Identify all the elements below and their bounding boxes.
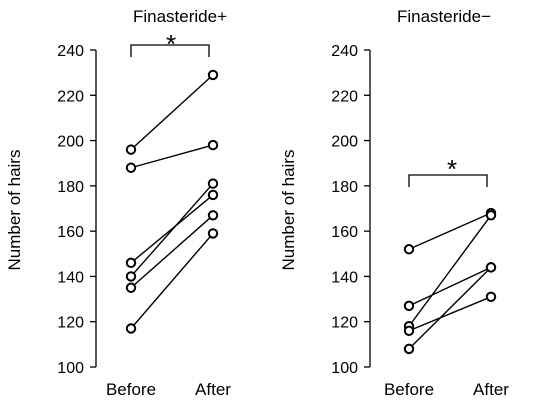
data-point-before <box>125 271 137 282</box>
y-tick-label: 180 <box>57 179 84 196</box>
paired-line <box>408 296 492 332</box>
data-point-before <box>125 257 137 269</box>
data-point-after <box>207 139 219 151</box>
significance-star: * <box>166 29 176 59</box>
paired-line <box>408 266 492 350</box>
paired-line <box>130 194 214 264</box>
y-tick-label: 200 <box>57 134 84 151</box>
y-tick-label: 240 <box>57 43 84 60</box>
data-point-before <box>125 323 137 334</box>
paired-line <box>130 144 214 169</box>
data-point-before <box>403 325 415 336</box>
data-point-after <box>207 178 219 189</box>
paired-line <box>408 212 492 250</box>
significance-bracket <box>130 44 210 57</box>
y-tick-label: 140 <box>57 269 84 286</box>
chart-panel-finasteride-minus: Finasteride− Number of hairs Before Afte… <box>279 7 509 399</box>
y-tick-label: 180 <box>331 179 358 196</box>
data-point-before <box>403 300 415 312</box>
y-axis-label: Number of hairs <box>5 150 24 271</box>
data-point-after <box>485 262 497 273</box>
data-point-after <box>207 210 219 221</box>
y-tick-label: 100 <box>331 360 358 377</box>
chart-title: Finasteride− <box>397 7 491 26</box>
data-point-after <box>207 69 219 81</box>
chart-title: Finasteride+ <box>133 7 227 26</box>
paired-line <box>408 214 492 327</box>
x-tick-label-after: After <box>195 380 231 399</box>
data-point-before <box>125 282 137 293</box>
y-tick-label: 220 <box>331 88 358 105</box>
y-tick-label: 220 <box>57 88 84 105</box>
y-tick-label: 160 <box>57 224 84 241</box>
data-point-after <box>485 291 497 303</box>
chart-panel-finasteride-plus: Finasteride+ Number of hairs Before Afte… <box>5 7 231 399</box>
data-point-before <box>403 343 415 355</box>
data-point-before <box>125 162 137 173</box>
data-point-after <box>207 228 219 239</box>
x-tick-label-before: Before <box>106 380 156 399</box>
y-tick-label: 160 <box>331 224 358 241</box>
y-tick-label: 120 <box>57 315 84 332</box>
data-point-after <box>485 210 497 221</box>
y-tick-label: 100 <box>57 360 84 377</box>
y-axis-label: Number of hairs <box>279 150 298 271</box>
data-point-before <box>125 144 137 155</box>
y-tick-label: 200 <box>331 134 358 151</box>
paired-line <box>130 183 214 277</box>
x-tick-label-before: Before <box>384 380 434 399</box>
paired-line <box>130 74 214 151</box>
paired-line <box>130 232 214 329</box>
y-tick-label: 240 <box>331 43 358 60</box>
paired-line <box>130 214 214 289</box>
data-point-before <box>403 244 415 255</box>
significance-star: * <box>447 154 457 184</box>
x-tick-label-after: After <box>473 380 509 399</box>
significance-bracket <box>408 174 488 187</box>
data-point-after <box>207 189 219 201</box>
y-tick-label: 120 <box>331 315 358 332</box>
y-tick-label: 140 <box>331 269 358 286</box>
paired-line <box>408 266 492 307</box>
